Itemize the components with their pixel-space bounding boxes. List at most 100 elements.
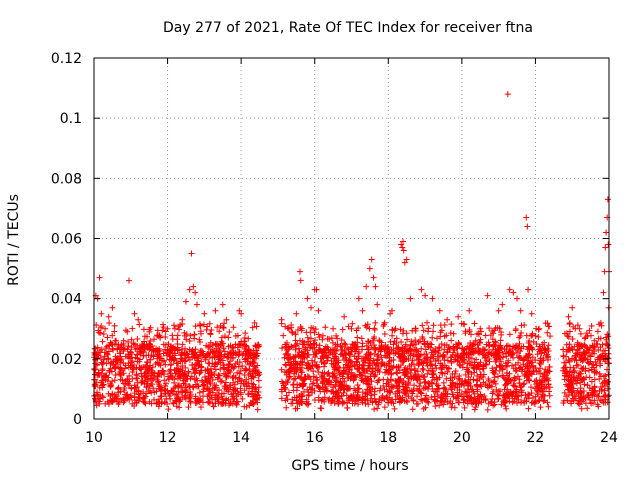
data-point — [563, 353, 570, 360]
data-point — [546, 323, 553, 330]
data-point — [396, 367, 403, 374]
data-point — [421, 379, 428, 386]
data-point — [515, 396, 522, 403]
data-point — [473, 356, 480, 363]
data-point — [339, 326, 346, 333]
data-point — [495, 346, 502, 353]
data-point — [200, 381, 207, 388]
data-point — [133, 371, 140, 378]
data-point — [441, 357, 448, 364]
data-point — [460, 320, 467, 327]
data-point — [424, 319, 431, 326]
data-point — [100, 331, 107, 338]
data-point — [427, 362, 434, 369]
data-point — [217, 322, 224, 329]
data-point — [203, 386, 210, 393]
data-point — [241, 387, 248, 394]
data-point-outlier — [341, 313, 348, 320]
data-point — [332, 389, 339, 396]
data-point — [290, 387, 297, 394]
data-point — [301, 354, 308, 361]
y-axis-label: ROTI / TECUs — [6, 194, 22, 286]
data-point — [516, 365, 523, 372]
data-point — [94, 344, 101, 351]
data-point — [122, 327, 129, 334]
data-point — [341, 356, 348, 363]
data-point — [207, 331, 214, 338]
data-point-outlier — [102, 325, 109, 332]
data-point — [374, 405, 381, 412]
data-point — [288, 361, 295, 368]
data-point — [429, 367, 436, 374]
data-point — [126, 372, 133, 379]
data-point — [597, 384, 604, 391]
data-point — [563, 341, 570, 348]
data-point — [604, 399, 611, 406]
data-points — [91, 91, 612, 413]
data-point-outlier — [164, 325, 171, 332]
data-point — [516, 364, 523, 371]
data-point — [216, 328, 223, 335]
data-point — [345, 323, 352, 330]
data-point — [256, 371, 263, 378]
data-point — [207, 380, 214, 387]
data-point — [393, 369, 400, 376]
data-point — [296, 345, 303, 352]
data-point — [205, 398, 212, 405]
data-point — [245, 347, 252, 354]
data-point — [578, 365, 585, 372]
data-point — [149, 372, 156, 379]
data-point — [315, 369, 322, 376]
data-point-outlier — [504, 91, 511, 98]
data-point — [112, 394, 119, 401]
data-point — [124, 346, 131, 353]
data-point — [502, 382, 509, 389]
data-point — [235, 363, 242, 370]
data-point — [292, 353, 299, 360]
data-point — [322, 376, 329, 383]
data-point — [438, 341, 445, 348]
data-point — [587, 353, 594, 360]
data-point — [179, 367, 186, 374]
data-point — [147, 356, 154, 363]
data-point — [577, 393, 584, 400]
data-point — [500, 354, 507, 361]
data-point — [243, 351, 250, 358]
data-point — [525, 359, 532, 366]
data-point-outlier — [517, 307, 524, 314]
data-point — [299, 399, 306, 406]
data-point — [425, 325, 432, 332]
data-point — [124, 328, 131, 335]
data-point — [449, 351, 456, 358]
data-point — [191, 376, 198, 383]
data-point — [157, 393, 164, 400]
data-point — [134, 351, 141, 358]
data-point — [366, 351, 373, 358]
data-point — [117, 364, 124, 371]
data-point — [151, 396, 158, 403]
data-point — [181, 394, 188, 401]
data-point — [371, 406, 378, 413]
data-point — [433, 365, 440, 372]
data-point — [567, 382, 574, 389]
data-point — [414, 368, 421, 375]
data-point — [419, 365, 426, 372]
data-point — [420, 366, 427, 373]
data-point-outlier — [188, 250, 195, 257]
data-point — [335, 394, 342, 401]
data-point — [125, 339, 132, 346]
data-point — [230, 373, 237, 380]
data-point — [100, 373, 107, 380]
data-point — [135, 394, 142, 401]
data-point — [117, 368, 124, 375]
data-point — [118, 356, 125, 363]
data-point — [221, 365, 228, 372]
data-point — [318, 349, 325, 356]
data-point-outlier — [392, 325, 399, 332]
data-point — [358, 335, 365, 342]
data-point — [137, 350, 144, 357]
data-point-outlier — [604, 196, 611, 203]
data-point — [362, 359, 369, 366]
data-point — [582, 368, 589, 375]
data-point — [591, 368, 598, 375]
